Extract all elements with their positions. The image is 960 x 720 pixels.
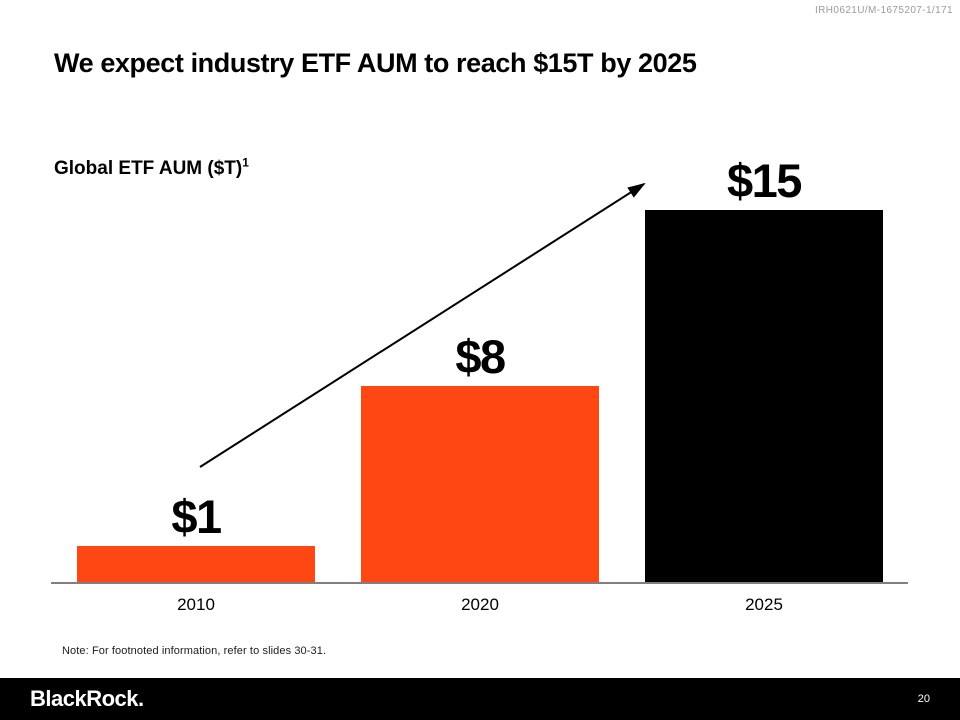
page-number: 20 bbox=[917, 693, 930, 705]
bar-value-label-2025: $15 bbox=[727, 154, 802, 207]
footer-bar: BlackRock. 20 bbox=[0, 678, 960, 720]
bar-group-2025: $15 bbox=[645, 157, 883, 582]
bar-2025 bbox=[645, 210, 883, 582]
page-title: We expect industry ETF AUM to reach $15T… bbox=[54, 48, 697, 78]
bar-group-2010: $1 bbox=[77, 493, 315, 582]
bar-2010 bbox=[77, 546, 315, 582]
x-axis-line bbox=[51, 582, 908, 584]
blackrock-logo: BlackRock. bbox=[30, 686, 144, 711]
chart-heading-text: Global ETF AUM ($T) bbox=[54, 158, 243, 179]
x-axis-label-2010: 2010 bbox=[177, 595, 215, 614]
bar-value-label-2020: $8 bbox=[455, 330, 506, 383]
bar-value-label-2010: $1 bbox=[171, 490, 222, 543]
footnote-text: Note: For footnoted information, refer t… bbox=[62, 645, 327, 657]
chart-heading: Global ETF AUM ($T)1 bbox=[54, 155, 249, 180]
x-axis-label-2025: 2025 bbox=[745, 595, 783, 614]
footnote-superscript: 1 bbox=[242, 155, 249, 170]
document-code: IRH0621U/M-1675207-1/171 bbox=[814, 5, 953, 16]
x-axis-label-2020: 2020 bbox=[461, 595, 499, 614]
bar-2020 bbox=[361, 386, 599, 582]
bar-group-2020: $8 bbox=[361, 333, 599, 582]
